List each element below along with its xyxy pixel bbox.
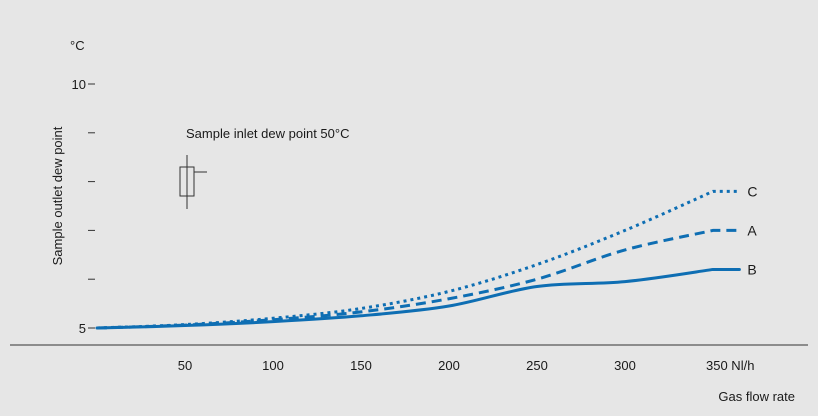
series-label-c: C — [747, 183, 757, 199]
x-tick-label: 250 — [526, 358, 548, 373]
x-tick-label: 300 — [614, 358, 636, 373]
y-ticks: 5 10 — [72, 77, 95, 336]
y-unit-label: °C — [70, 38, 85, 53]
cooler-symbol-icon — [179, 155, 207, 209]
series-line-c — [96, 189, 740, 330]
x-tick-label: 100 — [262, 358, 284, 373]
x-tick-label: 200 — [438, 358, 460, 373]
y-axis-label: Sample outlet dew point — [50, 126, 65, 265]
x-tick-label: 350 Nl/h — [706, 358, 754, 373]
inlet-dew-point-annotation: Sample inlet dew point 50°C — [186, 126, 349, 141]
x-ticks: 50 100 150 200 250 300 350 Nl/h — [178, 358, 755, 373]
series-lines: C A B — [95, 183, 758, 330]
y-tick-label: 5 — [79, 321, 86, 336]
x-tick-label: 150 — [350, 358, 372, 373]
y-tick-label: 10 — [72, 77, 86, 92]
x-tick-label: 50 — [178, 358, 192, 373]
x-axis-label: Gas flow rate — [718, 389, 795, 404]
series-line-b — [95, 267, 741, 330]
series-label-b: B — [747, 261, 756, 277]
series-label-a: A — [747, 222, 757, 238]
